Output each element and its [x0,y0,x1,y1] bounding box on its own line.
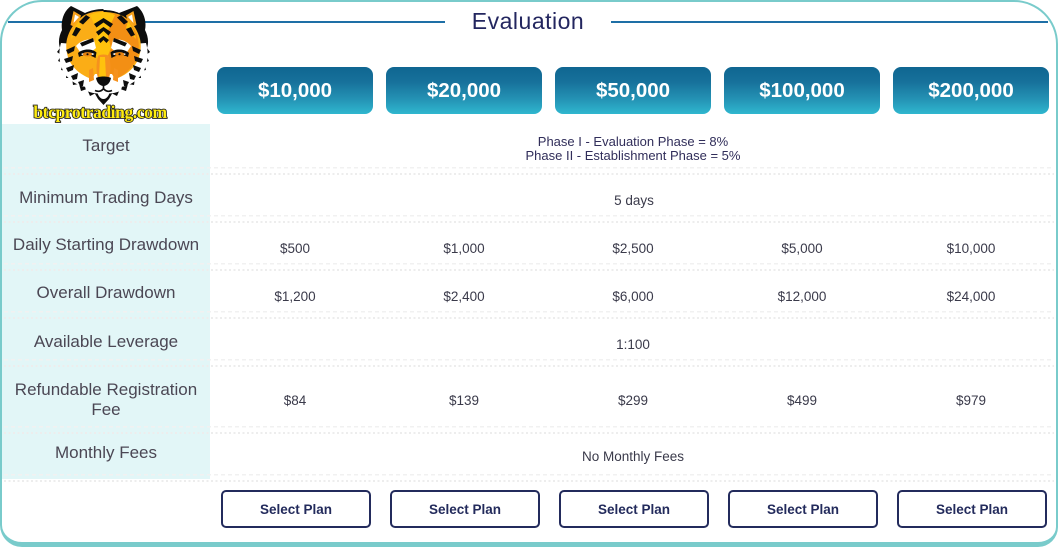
svg-text:btcprotrading.com: btcprotrading.com [33,102,167,122]
